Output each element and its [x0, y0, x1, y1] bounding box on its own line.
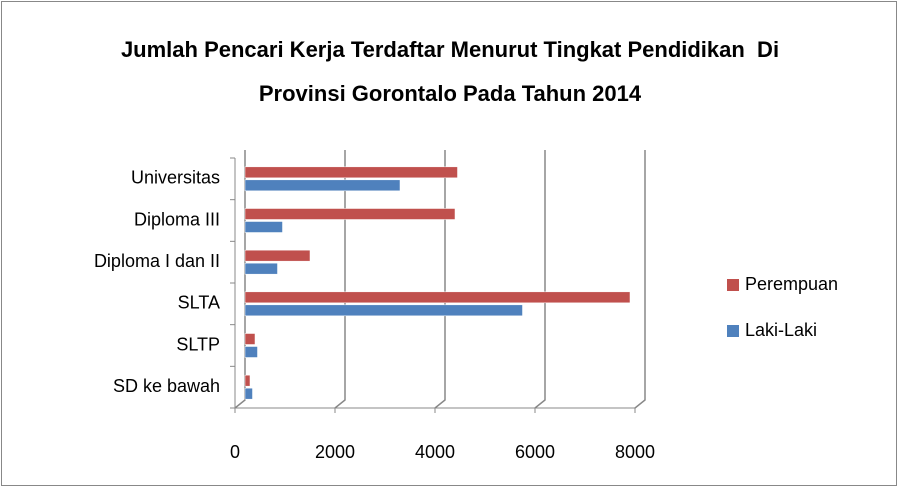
- bar: [244, 333, 256, 345]
- bar: [244, 249, 311, 262]
- x-tick-label: 0: [230, 442, 240, 462]
- grid-line: [334, 150, 346, 409]
- bar: [244, 387, 253, 400]
- bar: [244, 291, 631, 304]
- grid-line: [534, 150, 546, 409]
- legend-swatch: [727, 325, 739, 337]
- chart-title: Jumlah Pencari Kerja Terdaftar Menurut T…: [120, 37, 792, 106]
- y-tick-label: Diploma III: [134, 209, 220, 229]
- x-tick-label: 8000: [615, 442, 655, 462]
- y-tick-label: SLTP: [176, 334, 220, 354]
- legend-label: Perempuan: [745, 274, 838, 294]
- bar: [244, 262, 278, 275]
- legend-label: Laki-Laki: [745, 320, 817, 340]
- bar: [244, 374, 251, 387]
- x-tick-label: 6000: [515, 442, 555, 462]
- x-tick-label: 4000: [415, 442, 455, 462]
- y-tick-label: SLTA: [178, 293, 220, 313]
- bar: [244, 346, 258, 358]
- x-tick-label: 2000: [315, 442, 355, 462]
- grid-line: [234, 150, 246, 409]
- bar: [244, 304, 523, 317]
- y-tick-label: Universitas: [131, 168, 220, 188]
- y-tick-label: Diploma I dan II: [94, 251, 220, 271]
- bar: [244, 221, 283, 233]
- bar: [244, 166, 458, 179]
- grid-line: [434, 150, 446, 409]
- legend-swatch: [727, 279, 739, 291]
- grid-line: [634, 150, 646, 409]
- bar: [244, 179, 401, 192]
- y-tick-label: SD ke bawah: [113, 376, 220, 396]
- bar: [244, 208, 456, 220]
